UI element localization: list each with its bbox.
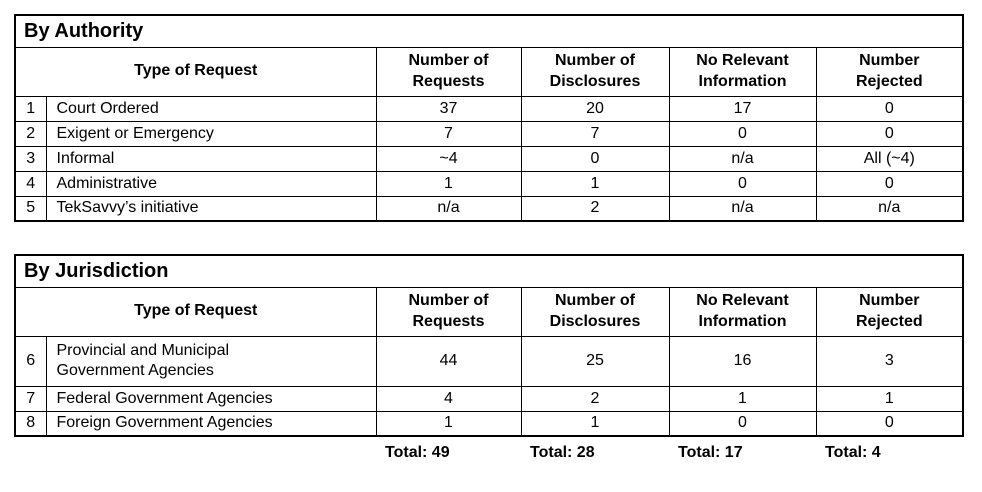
- value-no-relevant-information: n/a: [668, 195, 817, 222]
- value-number-of-disclosures: 25: [520, 335, 670, 387]
- request-type: Court Ordered: [45, 95, 377, 122]
- table-row: 8 Foreign Government Agencies 1 1 0 0: [14, 410, 964, 437]
- value-no-relevant-information: 1: [668, 385, 817, 412]
- value-number-of-requests: 1: [375, 170, 522, 197]
- value-number-rejected: 0: [815, 120, 964, 147]
- request-type: Administrative: [45, 170, 377, 197]
- table-row: 7 Federal Government Agencies 4 2 1 1: [14, 385, 964, 412]
- request-type: Foreign Government Agencies: [45, 410, 377, 437]
- table-row: 2 Exigent or Emergency 7 7 0 0: [14, 120, 964, 147]
- table-title-row: By Authority: [14, 14, 964, 48]
- value-number-rejected: 1: [815, 385, 964, 412]
- value-number-of-disclosures: 0: [520, 145, 670, 172]
- column-header-no-relevant-information: No Relevant Information: [668, 286, 817, 337]
- table-title: By Jurisdiction: [14, 254, 964, 288]
- table-row: 3 Informal ~4 0 n/a All (~4): [14, 145, 964, 172]
- value-number-of-disclosures: 7: [520, 120, 670, 147]
- column-header-number-of-disclosures: Number of Disclosures: [520, 46, 670, 97]
- value-number-of-requests: 44: [375, 335, 522, 387]
- row-number: 6: [14, 335, 47, 387]
- value-no-relevant-information: 16: [668, 335, 817, 387]
- request-type: Federal Government Agencies: [45, 385, 377, 412]
- by-jurisdiction-table: By Jurisdiction Type of Request Number o…: [14, 254, 965, 437]
- row-number: 1: [14, 95, 47, 122]
- column-header-type-of-request: Type of Request: [14, 46, 377, 97]
- row-number: 7: [14, 385, 47, 412]
- totals-row: Total: 49 Total: 28 Total: 17 Total: 4: [14, 442, 982, 464]
- column-header-number-rejected: Number Rejected: [815, 46, 964, 97]
- table-row: 4 Administrative 1 1 0 0: [14, 170, 964, 197]
- table-row: 1 Court Ordered 37 20 17 0: [14, 95, 964, 122]
- total-number-of-disclosures: Total: 28: [530, 444, 595, 461]
- column-header-number-rejected: Number Rejected: [815, 286, 964, 337]
- value-number-of-disclosures: 1: [520, 410, 670, 437]
- value-number-of-requests: n/a: [375, 195, 522, 222]
- value-number-of-requests: ~4: [375, 145, 522, 172]
- value-number-rejected: 3: [815, 335, 964, 387]
- request-type: Exigent or Emergency: [45, 120, 377, 147]
- table-title: By Authority: [14, 14, 964, 48]
- value-number-of-requests: 7: [375, 120, 522, 147]
- value-no-relevant-information: 0: [668, 120, 817, 147]
- value-number-of-disclosures: 1: [520, 170, 670, 197]
- table-row: 6 Provincial and Municipal Government Ag…: [14, 335, 964, 387]
- column-header-type-of-request: Type of Request: [14, 286, 377, 337]
- value-no-relevant-information: 17: [668, 95, 817, 122]
- table-row: 5 TekSavvy’s initiative n/a 2 n/a n/a: [14, 195, 964, 222]
- column-header-row: Type of Request Number of Requests Numbe…: [14, 286, 964, 337]
- total-number-of-requests: Total: 49: [385, 444, 450, 461]
- column-header-row: Type of Request Number of Requests Numbe…: [14, 46, 964, 97]
- totals-spacer: [14, 442, 377, 464]
- row-number: 4: [14, 170, 47, 197]
- value-number-of-disclosures: 2: [520, 385, 670, 412]
- request-type: Informal: [45, 145, 377, 172]
- value-number-of-disclosures: 2: [520, 195, 670, 222]
- value-number-of-requests: 4: [375, 385, 522, 412]
- value-number-rejected: All (~4): [815, 145, 964, 172]
- row-number: 8: [14, 410, 47, 437]
- column-header-no-relevant-information: No Relevant Information: [668, 46, 817, 97]
- value-number-of-requests: 37: [375, 95, 522, 122]
- value-number-of-requests: 1: [375, 410, 522, 437]
- value-number-rejected: 0: [815, 410, 964, 437]
- request-type: Provincial and Municipal Government Agen…: [45, 335, 377, 387]
- row-number: 3: [14, 145, 47, 172]
- row-number: 2: [14, 120, 47, 147]
- request-type: TekSavvy’s initiative: [45, 195, 377, 222]
- value-number-of-disclosures: 20: [520, 95, 670, 122]
- value-number-rejected: 0: [815, 95, 964, 122]
- value-no-relevant-information: n/a: [668, 145, 817, 172]
- total-number-rejected: Total: 4: [825, 444, 881, 461]
- value-no-relevant-information: 0: [668, 170, 817, 197]
- row-number: 5: [14, 195, 47, 222]
- column-header-number-of-disclosures: Number of Disclosures: [520, 286, 670, 337]
- value-number-rejected: n/a: [815, 195, 964, 222]
- column-header-number-of-requests: Number of Requests: [375, 286, 522, 337]
- table-title-row: By Jurisdiction: [14, 254, 964, 288]
- value-number-rejected: 0: [815, 170, 964, 197]
- total-no-relevant-information: Total: 17: [678, 444, 743, 461]
- value-no-relevant-information: 0: [668, 410, 817, 437]
- column-header-number-of-requests: Number of Requests: [375, 46, 522, 97]
- by-authority-table: By Authority Type of Request Number of R…: [14, 14, 965, 222]
